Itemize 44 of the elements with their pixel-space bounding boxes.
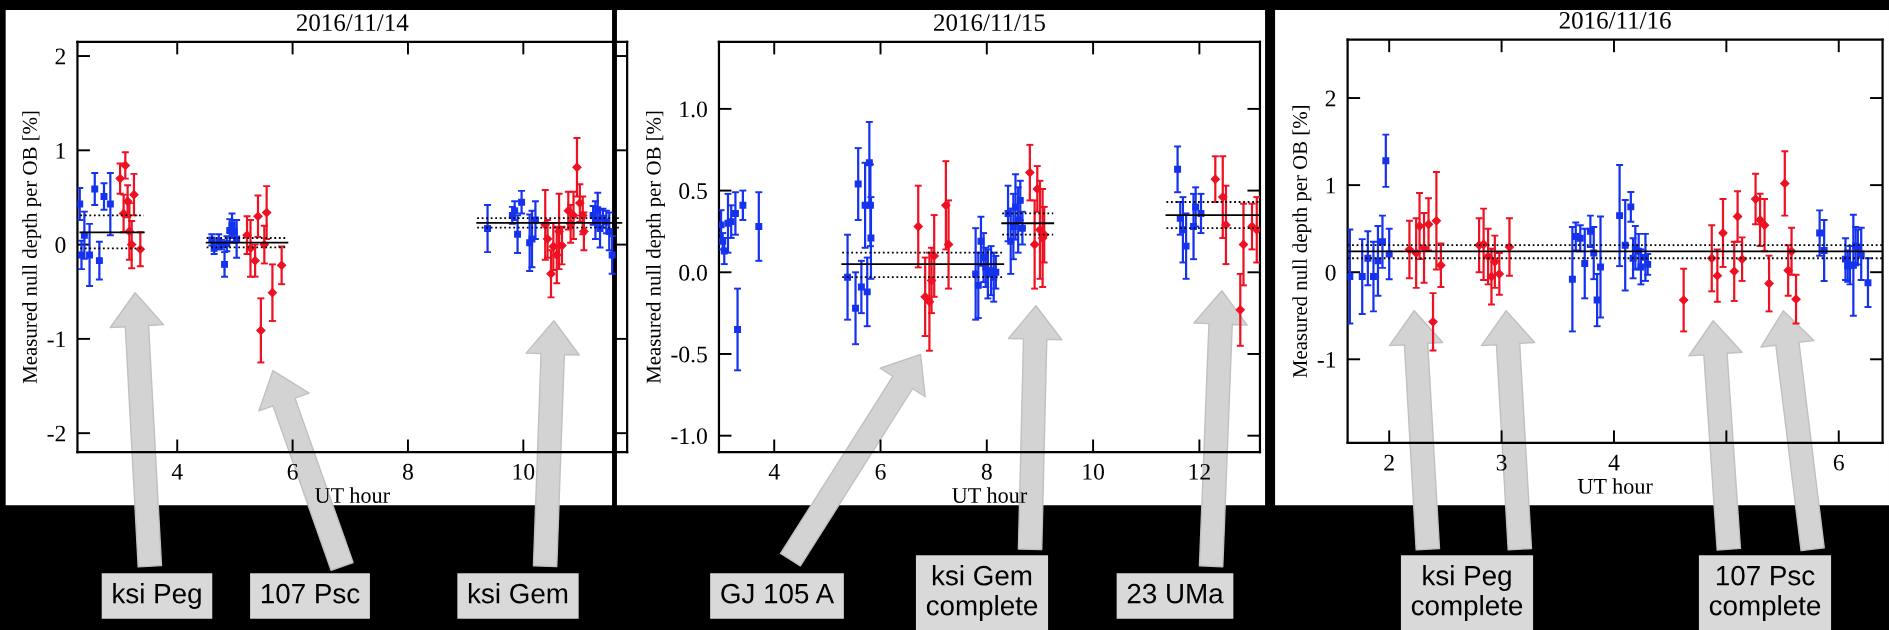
y-tick-label: 0 xyxy=(55,237,66,254)
x-tick-label: 10 xyxy=(1083,463,1104,480)
y-tick-label: 1.0 xyxy=(680,101,707,118)
x-tick-label: 8 xyxy=(402,463,413,480)
y-tick-label: 1 xyxy=(1326,177,1336,194)
y-tick-label: 0.0 xyxy=(679,264,707,281)
x-tick-label: 6 xyxy=(875,463,886,480)
text: 23 UMa xyxy=(1127,583,1224,604)
y-axis-title: Measured null depth per OB [%] xyxy=(646,111,665,384)
x-tick-label: 4 xyxy=(171,463,183,480)
x-tick-label: 4 xyxy=(1608,454,1620,471)
y-tick-label: 1 xyxy=(56,142,65,159)
text: ksi Gem xyxy=(468,583,568,604)
chart-title: 2016/11/16 xyxy=(1559,11,1671,29)
chart-title: 2016/11/15 xyxy=(934,14,1045,32)
text: ksi Peg complete xyxy=(1411,565,1523,621)
y-axis-title: Measured null depth per OB [%] xyxy=(1292,106,1312,378)
x-tick-label: 3 xyxy=(1496,454,1507,471)
y-tick-label: -0.5 xyxy=(671,346,707,363)
x-tick-label: 6 xyxy=(287,463,298,480)
x-axis-title: UT hour xyxy=(952,487,1028,503)
x-tick-label: 2 xyxy=(1384,454,1394,471)
y-tick-label: -1.0 xyxy=(671,428,707,445)
y-tick-label: -2 xyxy=(47,425,66,442)
y-tick-label: 0.5 xyxy=(679,183,707,200)
y-tick-label: 2 xyxy=(1325,90,1336,107)
y-axis-title: Measured null depth per OB [%] xyxy=(22,111,42,384)
x-tick-label: 4 xyxy=(768,463,780,480)
text: ksi Peg xyxy=(113,583,201,609)
x-tick-label: 12 xyxy=(1189,463,1210,480)
x-tick-label: 10 xyxy=(513,463,535,480)
y-tick-label: 0 xyxy=(1325,264,1336,281)
y-tick-label: 2 xyxy=(55,48,66,65)
text: GJ 105 A xyxy=(721,583,835,604)
x-axis-title: UT hour xyxy=(1577,478,1653,494)
x-tick-label: 6 xyxy=(1833,454,1844,471)
text: ksi Gem complete xyxy=(926,565,1038,621)
text: 107 Psc xyxy=(261,583,360,604)
chart-title: 2016/11/14 xyxy=(296,14,409,32)
y-tick-label: -1 xyxy=(1317,351,1336,368)
x-tick-label: 8 xyxy=(981,463,992,480)
text: 107 Psc complete xyxy=(1709,565,1821,621)
x-axis-title: UT hour xyxy=(315,487,390,503)
y-tick-label: -1 xyxy=(47,331,65,348)
